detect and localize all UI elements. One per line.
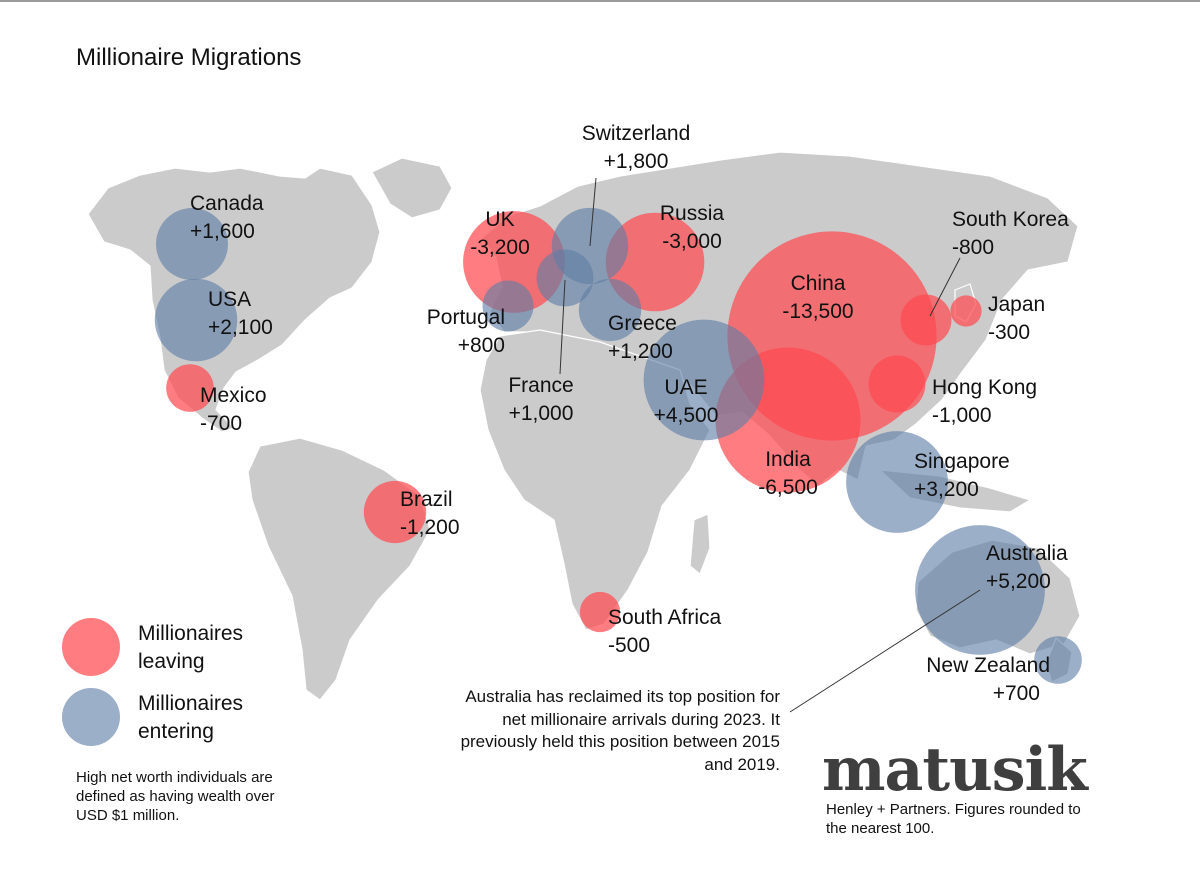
label-name-hong-kong: Hong Kong <box>932 376 1037 399</box>
label-name-france: France <box>508 374 573 397</box>
legend-swatch-leaving <box>62 618 120 676</box>
label-value-new-zealand: +700 <box>993 682 1040 705</box>
label-value-switzerland: +1,800 <box>604 150 669 173</box>
leader-line-australia <box>789 589 981 713</box>
label-value-usa: +2,100 <box>208 316 273 339</box>
note-text: has reclaimed its top position for net m… <box>460 687 780 774</box>
legend-item-leaving: Millionaires leaving <box>62 618 302 678</box>
label-name-switzerland: Switzerland <box>582 122 691 145</box>
note-highlight: Australia <box>465 687 532 706</box>
label-value-singapore: +3,200 <box>914 478 979 501</box>
label-value-hong-kong: -1,000 <box>932 404 992 427</box>
land-greenland <box>371 157 453 219</box>
legend-label-entering: Millionaires entering <box>138 692 244 743</box>
label-name-greece: Greece <box>608 312 677 335</box>
leader-lines <box>559 177 981 713</box>
label-name-canada: Canada <box>190 192 264 215</box>
label-value-uae: +4,500 <box>654 404 719 427</box>
label-value-china: -13,500 <box>782 300 853 323</box>
bubble-canada <box>156 208 228 280</box>
label-name-india: India <box>765 448 811 471</box>
source-note: Henley + Partners. Figures rounded to th… <box>826 801 1081 837</box>
bubble-new-zealand <box>1034 636 1082 684</box>
definition-note: High net worth individuals are defined a… <box>76 769 275 824</box>
label-name-uae: UAE <box>664 376 707 399</box>
bubble-uae <box>643 319 765 441</box>
land-madagascar <box>689 513 711 575</box>
label-value-uk: -3,200 <box>470 236 530 259</box>
bubble-france <box>536 249 594 307</box>
label-name-portugal: Portugal <box>427 306 505 329</box>
bubble-south-africa <box>579 591 621 633</box>
migration-bubbles <box>154 207 1082 684</box>
label-name-australia: Australia <box>986 542 1068 565</box>
label-name-china: China <box>791 272 846 295</box>
label-name-usa: USA <box>208 288 251 311</box>
label-value-mexico: -700 <box>200 412 242 435</box>
label-value-russia: -3,000 <box>662 230 722 253</box>
country-labels: China -13,500 India -6,500 UK -3,200 Russia -3,… <box>190 122 1069 705</box>
label-name-japan: Japan <box>988 293 1045 316</box>
bubble-usa <box>154 278 238 362</box>
top-border <box>0 0 1200 2</box>
label-value-brazil: -1,200 <box>400 516 460 539</box>
legend-item-entering: Millionaires entering <box>62 688 302 748</box>
label-value-canada: +1,600 <box>190 220 255 243</box>
label-value-japan: -300 <box>988 321 1030 344</box>
bubble-hong-kong <box>868 355 926 413</box>
label-name-mexico: Mexico <box>200 384 267 407</box>
label-value-australia: +5,200 <box>986 570 1051 593</box>
label-name-singapore: Singapore <box>914 450 1010 473</box>
legend-label-leaving: Millionaires leaving <box>138 622 244 673</box>
label-value-portugal: +800 <box>458 334 505 357</box>
bubble-japan <box>950 295 982 327</box>
legend-swatch-entering <box>62 688 120 746</box>
label-name-russia: Russia <box>660 202 725 225</box>
australia-note: Australia has reclaimed its top position… <box>450 686 780 776</box>
label-name-south-korea: South Korea <box>952 208 1069 231</box>
brand-logo: matusik <box>822 735 1088 805</box>
bubble-singapore <box>846 431 948 533</box>
label-value-greece: +1,200 <box>608 340 673 363</box>
bubble-mexico <box>166 364 214 412</box>
label-value-south-korea: -800 <box>952 236 994 259</box>
label-name-south-africa: South Africa <box>608 606 722 629</box>
label-name-brazil: Brazil <box>400 488 453 511</box>
label-name-uk: UK <box>485 208 514 231</box>
label-value-france: +1,000 <box>509 402 574 425</box>
bubble-greece <box>578 278 642 342</box>
label-name-new-zealand: New Zealand <box>926 654 1050 677</box>
bubble-brazil <box>363 480 427 544</box>
label-value-india: -6,500 <box>758 476 818 499</box>
label-value-south-africa: -500 <box>608 634 650 657</box>
page-title: Millionaire Migrations <box>76 44 302 71</box>
leader-line-south-korea <box>929 257 961 317</box>
bubble-south-korea <box>900 294 952 346</box>
bubble-portugal <box>482 280 534 332</box>
leader-line-france <box>559 279 566 375</box>
leader-line-switzerland <box>589 177 597 247</box>
